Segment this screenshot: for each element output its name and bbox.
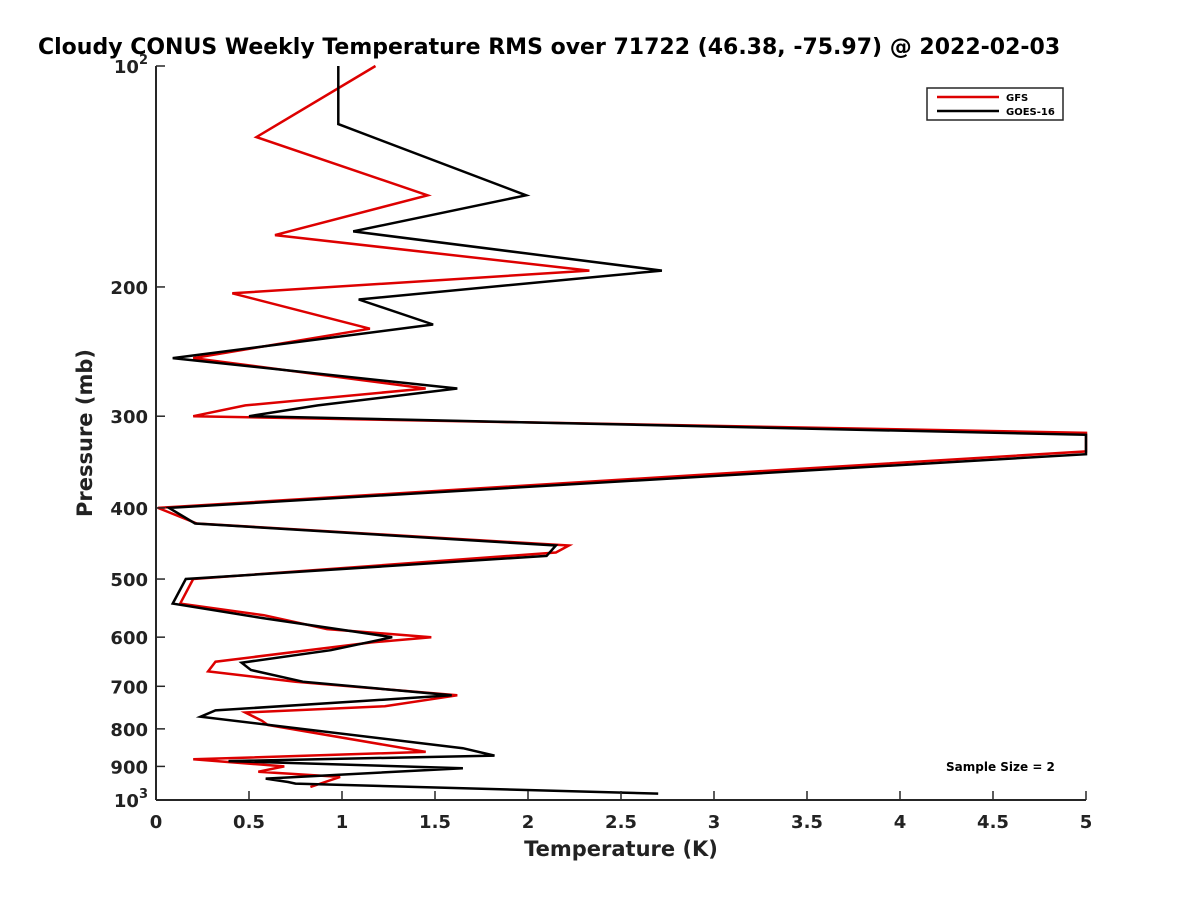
y-tick-label: 103 [114,787,148,812]
plot-area [156,66,1086,800]
y-tick-label: 500 [110,570,148,591]
x-tick-label: 2 [522,812,535,833]
y-tick-label: 700 [110,677,148,698]
y-axis-label: Pressure (mb) [73,349,97,517]
y-tick-label: 600 [110,628,148,649]
series-layer [157,64,1088,795]
x-tick-label: 2.5 [605,812,637,833]
x-axis-ticks: 0 0.5 1 1.5 2 2.5 3 3.5 4 4.5 5 [150,791,1093,833]
x-tick-label: 5 [1080,812,1093,833]
legend-label-gfs: GFS [1006,93,1028,104]
y-tick-label: 900 [110,757,148,778]
x-axis-label: Temperature (K) [524,837,718,861]
y-tick-label: 800 [110,720,148,741]
legend-box [926,87,1064,121]
y-tick-label: 200 [110,278,148,299]
legend: GFS GOES-16 [926,87,1064,121]
y-tick-label: 300 [110,407,148,428]
series-line-goes16 [164,66,1088,795]
x-tick-label: 0 [150,812,163,833]
x-tick-label: 4.5 [977,812,1009,833]
x-tick-label: 1.5 [419,812,451,833]
y-axis-ticks: 102 200 300 400 500 600 700 800 900 103 [110,53,165,812]
x-tick-label: 1 [336,812,349,833]
x-tick-label: 0.5 [233,812,265,833]
x-tick-label: 3.5 [791,812,823,833]
y-tick-label: 400 [110,499,148,520]
chart-title: Cloudy CONUS Weekly Temperature RMS over… [38,35,1060,60]
legend-label-goes16: GOES-16 [1006,107,1055,118]
x-tick-label: 3 [708,812,721,833]
x-tick-label: 4 [894,812,907,833]
sample-size-annotation: Sample Size = 2 [946,760,1055,774]
y-tick-label: 102 [114,53,148,78]
